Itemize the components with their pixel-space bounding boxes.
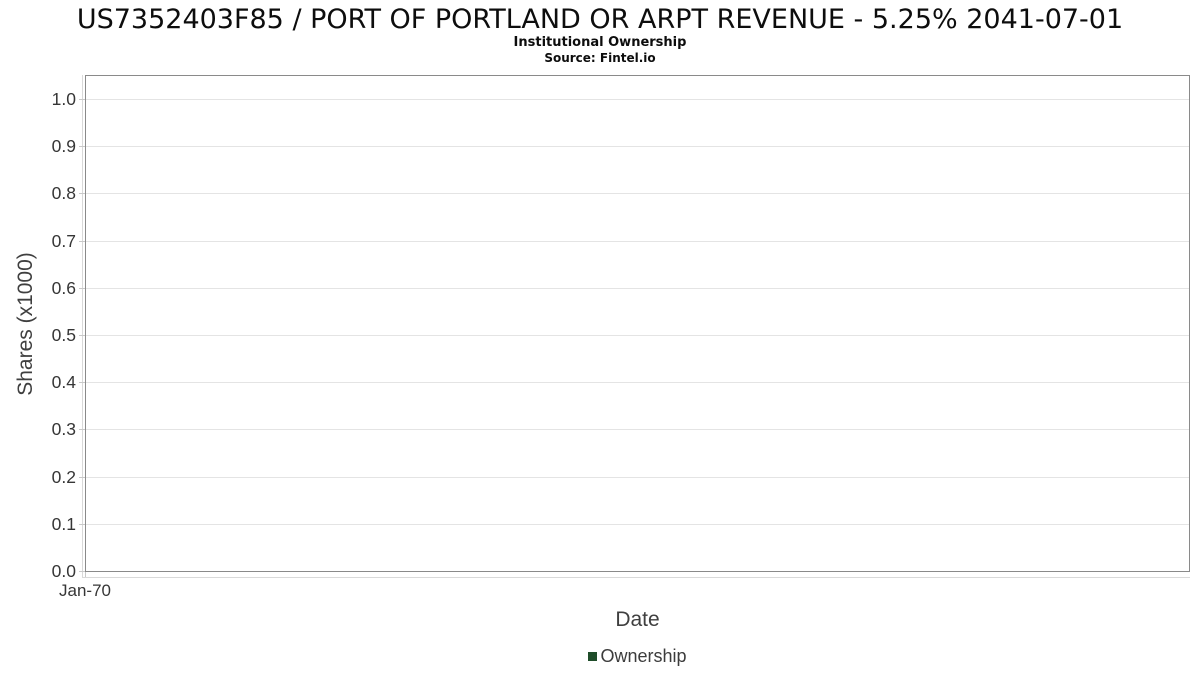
y-gridline bbox=[86, 477, 1189, 478]
y-gridline bbox=[86, 288, 1189, 289]
y-tick-label: 0.3 bbox=[51, 419, 76, 439]
x-tick-mark bbox=[85, 572, 86, 577]
y-tick-label: 0.1 bbox=[51, 514, 76, 534]
y-tick-mark bbox=[79, 477, 85, 478]
y-gridline bbox=[86, 146, 1189, 147]
y-axis-line bbox=[82, 75, 83, 577]
y-gridline bbox=[86, 524, 1189, 525]
y-tick-label: 0.4 bbox=[51, 372, 76, 392]
legend: Ownership bbox=[85, 646, 1190, 667]
y-tick-label: 0.8 bbox=[51, 183, 76, 203]
y-tick-label: 1.0 bbox=[51, 89, 76, 109]
y-tick-label: 0.6 bbox=[51, 278, 76, 298]
y-tick-mark bbox=[79, 429, 85, 430]
y-gridline bbox=[86, 429, 1189, 430]
y-axis-title-wrap: Shares (x1000) bbox=[0, 75, 48, 572]
y-tick-mark bbox=[79, 146, 85, 147]
legend-item-ownership[interactable]: Ownership bbox=[588, 646, 687, 667]
y-tick-mark bbox=[79, 193, 85, 194]
x-axis-title: Date bbox=[615, 608, 660, 631]
y-tick-mark bbox=[79, 335, 85, 336]
y-tick-label: 0.7 bbox=[51, 231, 76, 251]
y-tick-mark bbox=[79, 571, 85, 572]
chart-title: US7352403F85 / PORT OF PORTLAND OR ARPT … bbox=[76, 4, 1124, 35]
y-gridline bbox=[86, 99, 1189, 100]
y-gridline bbox=[86, 193, 1189, 194]
x-tick-label: Jan-70 bbox=[59, 581, 111, 600]
legend-label: Ownership bbox=[600, 646, 687, 666]
y-axis-title: Shares (x1000) bbox=[14, 251, 37, 396]
y-gridline bbox=[86, 335, 1189, 336]
y-tick-label: 0.2 bbox=[51, 467, 76, 487]
y-tick-mark bbox=[79, 288, 85, 289]
y-tick-mark bbox=[79, 524, 85, 525]
x-axis-line bbox=[82, 577, 1190, 578]
y-gridline bbox=[86, 382, 1189, 383]
y-tick-label: 0.5 bbox=[51, 325, 76, 345]
chart-source: Source: Fintel.io bbox=[544, 51, 656, 65]
y-tick-label: 0.9 bbox=[51, 136, 76, 156]
y-gridline bbox=[86, 241, 1189, 242]
y-tick-mark bbox=[79, 99, 85, 100]
plot-area bbox=[85, 75, 1190, 572]
y-tick-mark bbox=[79, 382, 85, 383]
chart-subtitle: Institutional Ownership bbox=[513, 35, 687, 50]
y-tick-label: 0.0 bbox=[51, 561, 76, 581]
y-tick-mark bbox=[79, 241, 85, 242]
legend-swatch-icon bbox=[588, 652, 598, 661]
